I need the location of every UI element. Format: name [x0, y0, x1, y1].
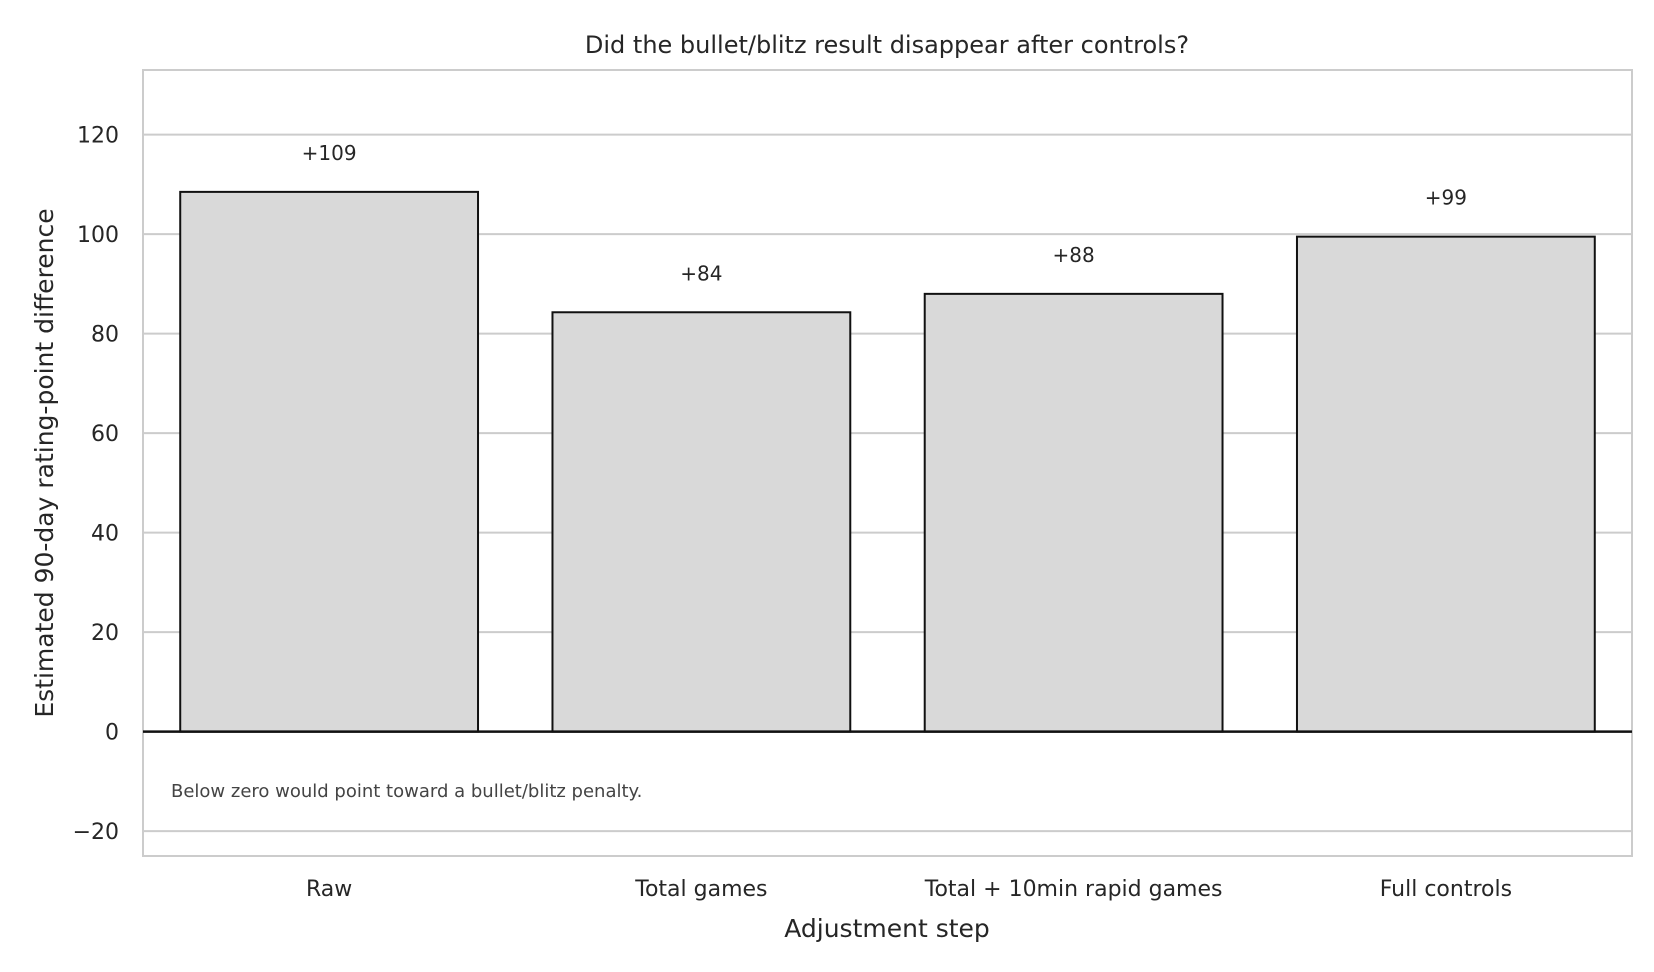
y-tick-label: −20: [73, 820, 119, 845]
x-axis-label: Adjustment step: [784, 914, 990, 943]
x-tick-label: Total games: [634, 877, 767, 902]
y-tick-label: 40: [91, 522, 119, 547]
label-layer: −20 0 20 40 60 80 100 120 +109 Raw +84 Total games +…: [73, 124, 1512, 902]
bar: [1295, 235, 1596, 733]
y-tick-label: 60: [91, 422, 119, 447]
y-tick-label: 120: [77, 124, 119, 149]
y-tick-label: 100: [77, 223, 119, 248]
bar: [179, 190, 480, 733]
y-tick-label: 80: [91, 323, 119, 348]
x-tick-label: Full controls: [1380, 877, 1512, 902]
y-axis-label: Estimated 90-day rating-point difference: [30, 208, 59, 717]
annotation-text: Below zero would point toward a bullet/b…: [171, 781, 642, 802]
bar-data-label: +109: [302, 141, 357, 165]
bar-data-label: +88: [1053, 243, 1095, 267]
bar-layer: [143, 190, 1632, 733]
plot-frame: [142, 69, 1633, 857]
x-tick-label: Total + 10min rapid games: [924, 877, 1223, 902]
x-tick-label: Raw: [306, 877, 352, 902]
bar-data-label: +84: [680, 261, 722, 285]
y-tick-label: 20: [91, 621, 119, 646]
chart-title: Did the bullet/blitz result disappear af…: [585, 31, 1189, 59]
bar: [923, 292, 1224, 733]
bar-data-label: +99: [1425, 186, 1467, 210]
y-tick-label: 0: [105, 721, 119, 746]
bar: [551, 311, 852, 733]
